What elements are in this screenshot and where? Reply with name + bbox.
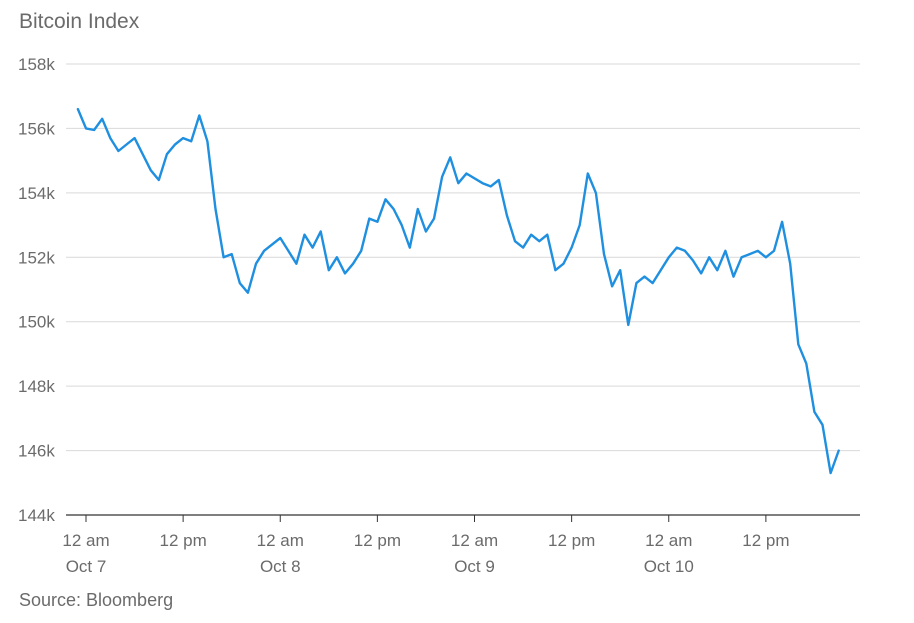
x-tick-date-label: Oct 10 <box>644 557 694 576</box>
y-tick-label: 154k <box>18 184 55 203</box>
x-tick-date-label: Oct 9 <box>454 557 495 576</box>
y-tick-label: 148k <box>18 377 55 396</box>
y-axis-tick-labels: 144k 146k 148k 150k 152k 154k 156k 158k <box>18 55 55 525</box>
x-tick-label: 12 am <box>451 531 498 550</box>
x-tick-label: 12 am <box>645 531 692 550</box>
x-tick-label: 12 am <box>62 531 109 550</box>
x-tick-label: 12 pm <box>548 531 595 550</box>
gridlines <box>66 63 860 516</box>
y-tick-label: 144k <box>18 506 55 525</box>
series-lines <box>76 107 840 475</box>
chart-title: Bitcoin Index <box>19 10 140 33</box>
x-tick-label: 12 pm <box>354 531 401 550</box>
y-tick-label: 146k <box>18 442 55 461</box>
y-tick-label: 158k <box>18 55 55 74</box>
series-line-0 <box>76 107 840 475</box>
x-axis: 12 am Oct 7 12 pm 12 am Oct 8 12 pm 12 am Oct 9… <box>62 515 790 576</box>
y-tick-label: 156k <box>18 119 55 138</box>
x-tick-label: 12 am <box>257 531 304 550</box>
x-tick-label: 12 pm <box>160 531 207 550</box>
source-note: Source: Bloomberg <box>19 590 174 610</box>
x-tick-date-label: Oct 8 <box>260 557 301 576</box>
x-tick-label: 12 pm <box>742 531 789 550</box>
y-tick-label: 152k <box>18 248 55 267</box>
x-tick-date-label: Oct 7 <box>66 557 107 576</box>
y-tick-label: 150k <box>18 313 55 332</box>
